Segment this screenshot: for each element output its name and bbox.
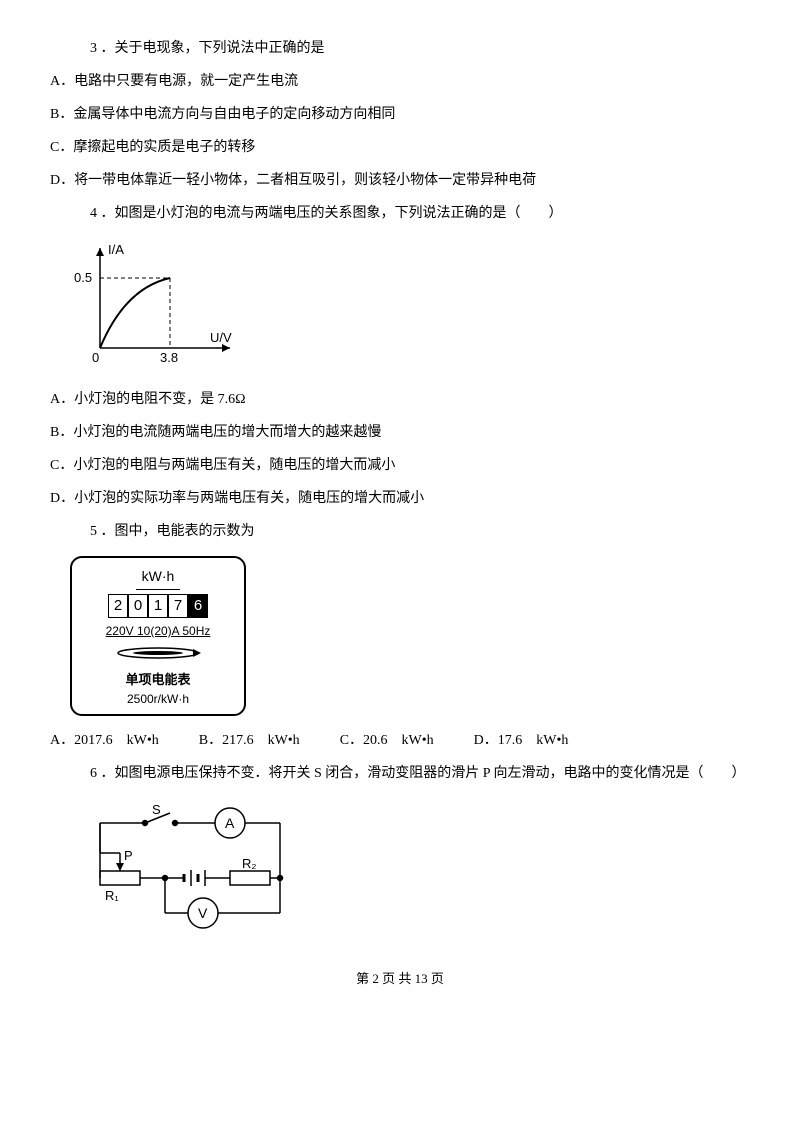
q3-option-c: C．摩擦起电的实质是电子的转移 (50, 137, 750, 158)
switch-label: S (152, 802, 161, 817)
page-footer: 第 2 页 共 13 页 (50, 969, 750, 989)
x-point-label: 3.8 (160, 350, 178, 365)
q4-option-a: A．小灯泡的电阻不变，是 7.6Ω (50, 389, 750, 410)
footer-mid: 页 共 (379, 971, 415, 986)
meter-label: 单项电能表 (78, 670, 238, 690)
meter-digit-4: 6 (188, 594, 208, 618)
footer-suffix: 页 (428, 971, 444, 986)
meter-digit-1: 0 (128, 594, 148, 618)
q6-stem: 6 ．如图电源电压保持不变．将开关 S 闭合，滑动变阻器的滑片 P 向左滑动，电… (90, 763, 750, 784)
circuit-svg: S A V P R₁ R₂ (70, 798, 310, 938)
q5-options: A．2017.6 kW•h B．217.6 kW•h C．20.6 kW•h D… (50, 730, 750, 751)
meter-digit-2: 1 (148, 594, 168, 618)
q5-option-c: C．20.6 kW•h (340, 730, 434, 751)
meter-disk-icon (113, 646, 203, 660)
ammeter-label: A (225, 815, 235, 831)
rheostat-label: R₁ (105, 888, 119, 903)
q3-stem: 3 ．关于电现象，下列说法中正确的是 (90, 38, 750, 59)
q4-graph: I/A 0.5 U/V 3.8 0 (70, 238, 750, 375)
meter-digit-3: 7 (168, 594, 188, 618)
footer-total: 13 (415, 971, 428, 986)
energy-meter: kW·h 2 0 1 7 6 220V 10(20)A 50Hz 单项电能表 2… (70, 556, 246, 716)
y-point-label: 0.5 (74, 270, 92, 285)
voltmeter-label: V (198, 905, 208, 921)
q5-option-d: D．17.6 kW•h (474, 730, 569, 751)
q4-option-b: B．小灯泡的电流随两端电压的增大而增大的越来越慢 (50, 422, 750, 443)
y-axis-label: I/A (108, 242, 124, 257)
resistor-label: R₂ (242, 856, 256, 871)
q5-stem: 5 ．图中，电能表的示数为 (90, 521, 750, 542)
meter-digits: 2 0 1 7 6 (78, 594, 238, 618)
q4-option-d: D．小灯泡的实际功率与两端电压有关，随电压的增大而减小 (50, 488, 750, 509)
q3-option-d: D．将一带电体靠近一轻小物体，二者相互吸引，则该轻小物体一定带异种电荷 (50, 170, 750, 191)
origin-label: 0 (92, 350, 99, 365)
footer-prefix: 第 (356, 971, 372, 986)
meter-unit: kW·h (136, 566, 181, 590)
page-content: 3 ．关于电现象，下列说法中正确的是 A．电路中只要有电源，就一定产生电流 B．… (0, 0, 800, 1008)
meter-digit-0: 2 (108, 594, 128, 618)
iv-curve-svg: I/A 0.5 U/V 3.8 0 (70, 238, 240, 368)
q3-option-b: B．金属导体中电流方向与自由电子的定向移动方向相同 (50, 104, 750, 125)
meter-spec: 220V 10(20)A 50Hz (78, 622, 238, 640)
q6-circuit: S A V P R₁ R₂ (70, 798, 750, 945)
q5-option-b: B．217.6 kW•h (199, 730, 300, 751)
meter-rate: 2500r/kW·h (78, 690, 238, 708)
x-axis-label: U/V (210, 330, 232, 345)
q4-stem: 4 ．如图是小灯泡的电流与两端电压的关系图象，下列说法正确的是（ ） (90, 203, 750, 224)
q3-option-a: A．电路中只要有电源，就一定产生电流 (50, 71, 750, 92)
q5-option-a: A．2017.6 kW•h (50, 730, 159, 751)
q4-option-c: C．小灯泡的电阻与两端电压有关，随电压的增大而减小 (50, 455, 750, 476)
slider-label: P (124, 848, 133, 863)
